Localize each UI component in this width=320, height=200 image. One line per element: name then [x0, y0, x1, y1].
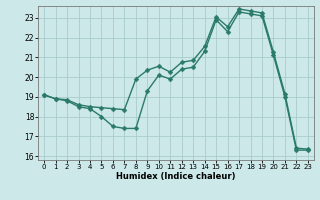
X-axis label: Humidex (Indice chaleur): Humidex (Indice chaleur) — [116, 172, 236, 181]
